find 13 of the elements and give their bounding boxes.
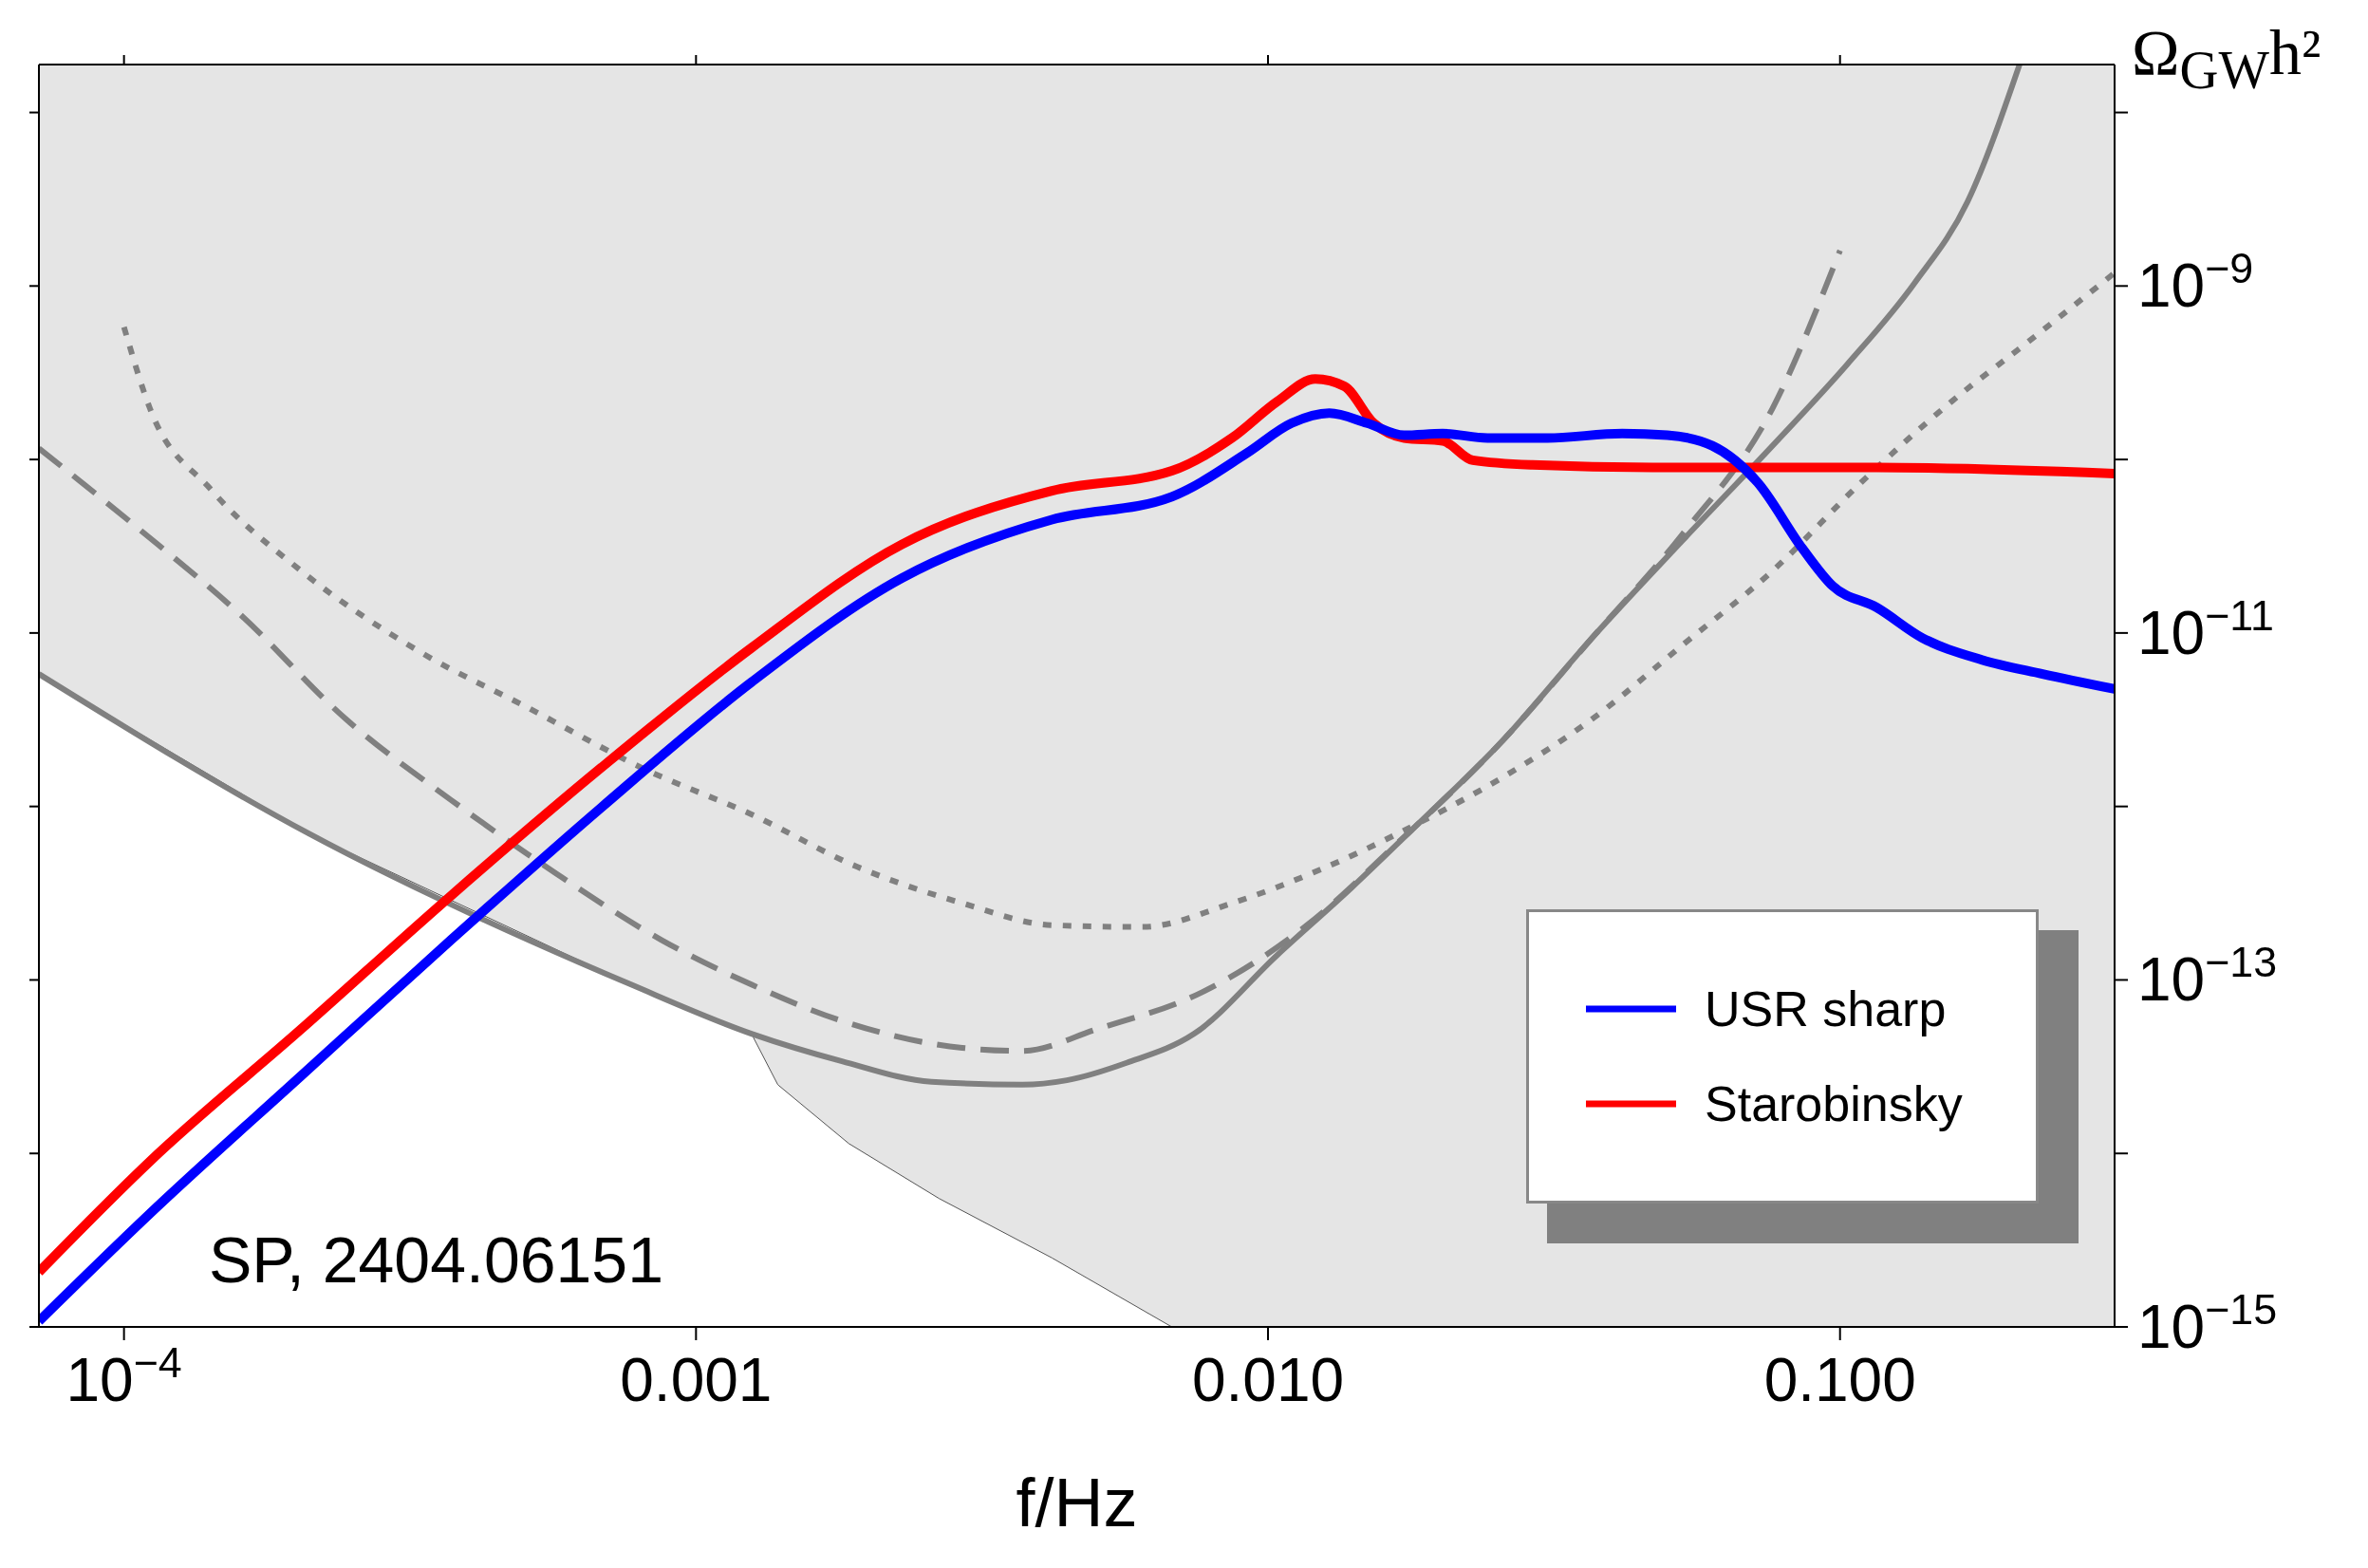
y-tick-label: 10$^{−13}$	[2137, 938, 2278, 1015]
legend-label: Starobinsky	[1705, 1075, 1963, 1132]
y-tick-label: 10$^{−15}$	[2137, 1285, 2278, 1361]
x-axis-title: f/Hz	[1016, 1465, 1138, 1540]
x-tick-label: 0.100	[1763, 1346, 1916, 1414]
x-tick-label: 0.001	[620, 1346, 773, 1414]
y-tick-label: 10$^{−9}$	[2137, 244, 2254, 321]
annotation: SP, 2404.06151	[209, 1223, 663, 1297]
y-axis-title: Ω$_{GW}$h²	[2132, 15, 2321, 101]
legend-label: USR sharp	[1705, 980, 1947, 1037]
x-tick-label: 10$^{−4}$	[65, 1338, 182, 1414]
y-tick-label: 10$^{−11}$	[2137, 590, 2274, 667]
x-tick-label: 0.010	[1191, 1346, 1345, 1414]
